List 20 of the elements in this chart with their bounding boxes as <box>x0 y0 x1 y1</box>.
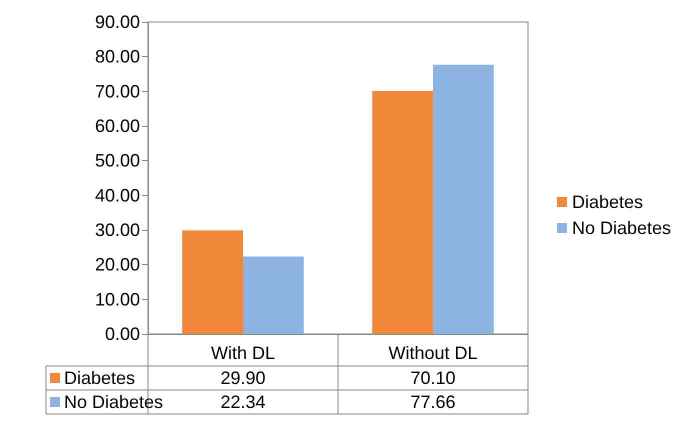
y-tick-label: 10.00 <box>94 289 140 310</box>
y-tick-label: 40.00 <box>94 185 140 206</box>
y-tick-label: 0.00 <box>104 324 140 344</box>
legend-label: No Diabetes <box>572 218 672 238</box>
y-tick-label: 80.00 <box>94 46 140 67</box>
data-label: 22.34 <box>220 392 266 412</box>
text: Diabetes <box>572 192 643 212</box>
y-tick-label: 30.00 <box>94 220 140 240</box>
y-tick-label: 20.00 <box>94 254 140 275</box>
y-tick-label: 90.00 <box>94 12 140 32</box>
y-tick-label: 50.00 <box>94 150 140 171</box>
y-tick-label: 60.00 <box>94 116 140 136</box>
x-tick-label: With DL <box>210 343 276 363</box>
data-label: 70.10 <box>410 368 456 388</box>
legend-label: Diabetes <box>64 368 136 388</box>
data-label: 77.66 <box>410 392 456 412</box>
y-tick-label: 70.00 <box>94 81 140 102</box>
x-tick-label: Without DL <box>388 343 478 363</box>
data-label: 29.90 <box>220 368 266 388</box>
text: No Diabetes <box>64 392 164 412</box>
